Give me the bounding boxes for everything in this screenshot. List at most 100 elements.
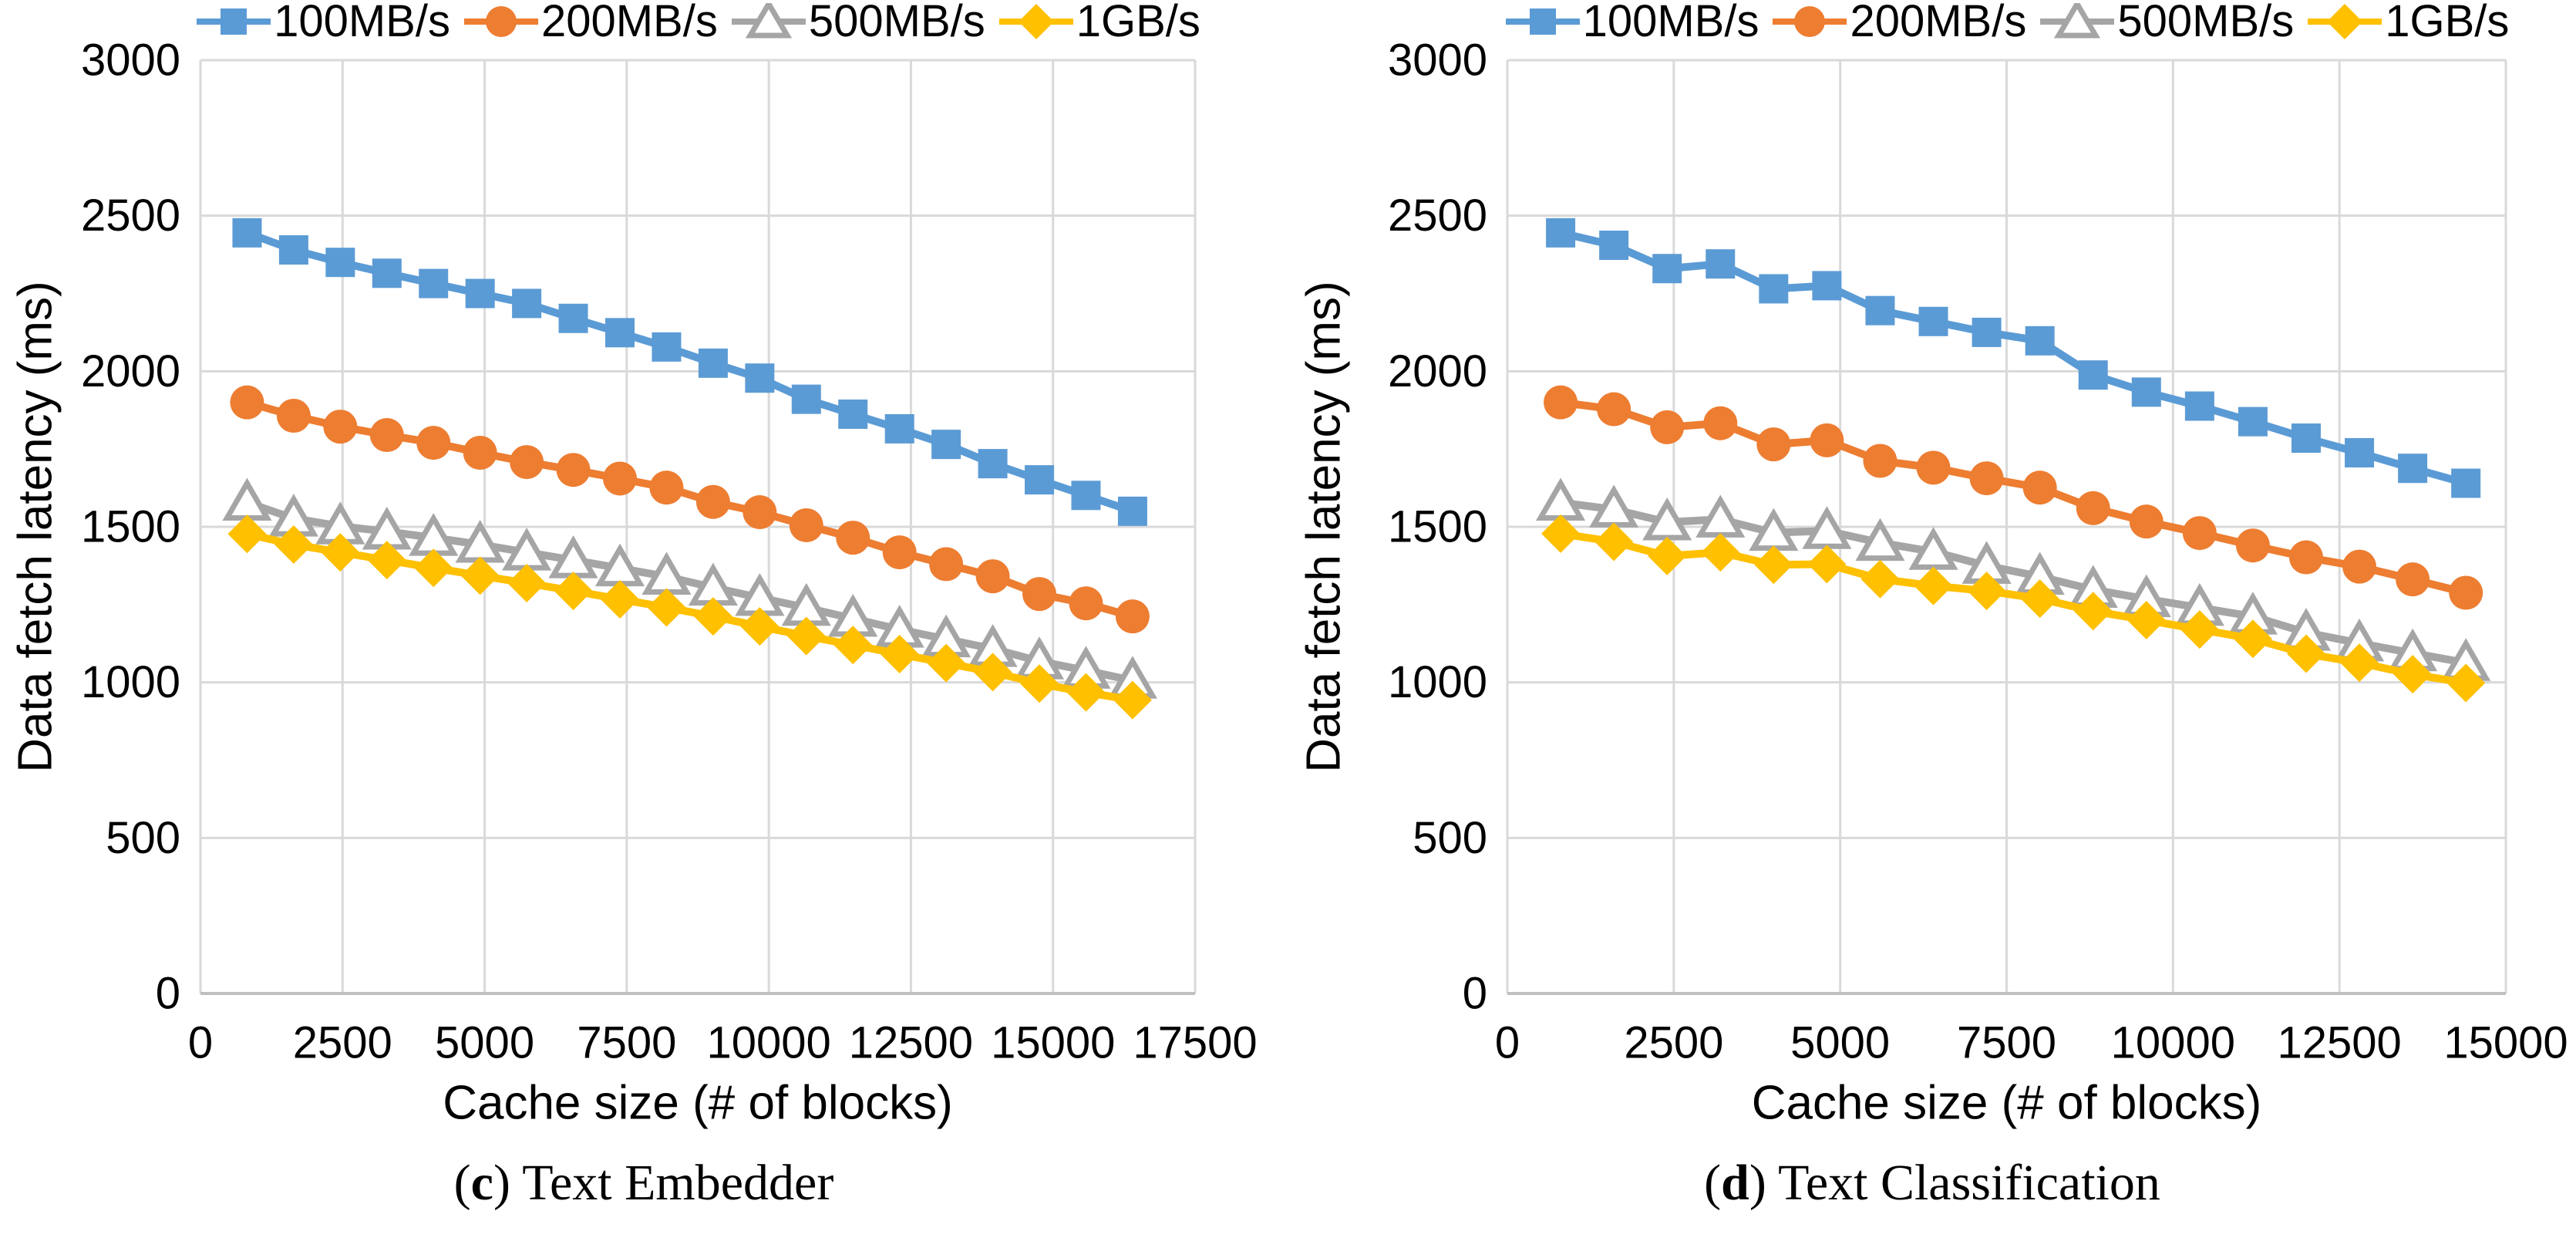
circle-marker-icon [836,521,870,555]
legend-label: 500MB/s [2117,0,2295,46]
y-tick-label: 0 [1463,969,1487,1019]
y-tick-label: 1500 [81,502,180,552]
legend-marker [2040,3,2115,39]
diamond-marker-icon [740,607,780,646]
diamond-marker-icon [601,579,640,619]
diamond-marker-icon [786,616,826,656]
legend-item-500mb-s: 500MB/s [2039,0,2295,46]
legend: 100MB/s 200MB/s 500MB/s 1GB/s [197,0,1200,46]
square-marker-icon [1918,306,1948,336]
square-marker-icon [1071,481,1101,511]
legend-label: 1GB/s [1076,0,1200,46]
circle-marker-icon [975,559,1010,594]
legend-label: 100MB/s [1582,0,1759,46]
series-100mb-s [232,218,1147,526]
series-1gb-s [1541,514,2486,703]
diamond-marker-icon [367,541,406,580]
x-tick-label: 10000 [706,1018,830,1068]
circle-marker-icon [1650,410,1685,444]
y-tick-label: 1500 [1388,502,1487,552]
diamond-marker-icon [2126,601,2166,639]
diamond-marker-icon [927,643,966,683]
circle-marker-icon [2342,549,2377,584]
x-tick-label: 15000 [991,1018,1115,1068]
circle-marker-icon [2076,491,2110,525]
diamond-marker-icon [414,548,453,588]
series-500mb-s [222,477,1157,699]
y-tick-label: 2500 [81,191,180,241]
plot-text-classification: 0 500 1000 1500 2000 2500 3000 0 2500 5000 7500 100… [1298,35,2568,1130]
diamond-marker-icon [1020,664,1059,703]
legend: 100MB/s 200MB/s 500MB/s 1GB/s [1505,0,2509,46]
square-marker-icon [2398,454,2428,484]
chart-caption: (c) Text Embedder [453,1155,834,1211]
square-marker-icon [221,8,247,35]
square-marker-icon [232,218,262,248]
x-tick-label: 15000 [2443,1018,2568,1068]
square-marker-icon [2131,377,2161,407]
y-tick-label: 3000 [81,35,180,86]
series-line [1560,529,2467,687]
x-tick-label: 0 [1495,1018,1520,1068]
caption-title: Text Classification [1778,1155,2160,1211]
legend-item-200mb-s: 200MB/s [463,0,718,46]
circle-marker-icon [1597,392,1631,427]
circle-marker-icon [2289,540,2323,575]
circle-marker-icon [603,461,638,496]
legend-item-500mb-s: 500MB/s [730,0,985,46]
diamond-marker-icon [1648,536,1687,575]
square-marker-icon [2291,423,2321,454]
diamond-marker-icon [1701,533,1740,572]
circle-marker-icon [2022,471,2057,505]
series-line [1560,398,2467,597]
legend-label: 200MB/s [1850,0,2027,46]
square-marker-icon [838,399,868,429]
legend-label: 500MB/s [808,0,985,46]
legend-marker [463,6,538,37]
circle-marker-icon [276,399,311,433]
circle-marker-icon [485,6,517,37]
chart-text-classification: 100MB/s 200MB/s 500MB/s 1GB/s 0 500 1000 1500 2… [1288,0,2576,1248]
diamond-marker-icon [1807,545,1847,584]
x-tick-label: 12500 [2278,1018,2402,1068]
circle-marker-icon [463,436,497,471]
circle-marker-icon [556,453,591,487]
square-marker-icon [1529,8,1556,35]
square-marker-icon [1652,254,1682,284]
square-marker-icon [931,430,961,460]
y-axis-title: Data fetch latency (ms) [1298,281,1351,772]
x-tick-label: 2500 [1624,1018,1723,1068]
circle-marker-icon [1916,450,1951,485]
series-line [1559,228,2467,487]
circle-marker-icon [882,535,917,570]
square-marker-icon [652,332,682,362]
legend-label: 200MB/s [540,0,718,46]
diamond-marker-icon [2020,579,2059,619]
diamond-marker-icon [1860,559,1900,599]
caption-letter: d [1721,1155,1749,1211]
circle-marker-icon [1756,427,1791,462]
circle-marker-icon [1115,599,1150,634]
y-tick-label: 1000 [1388,657,1487,707]
square-marker-icon [1706,249,1736,279]
square-marker-icon [1812,271,1842,301]
square-marker-icon [745,363,775,393]
legend-label: 100MB/s [274,0,450,46]
diamond-marker-icon [647,588,686,627]
diamond-marker-icon [1754,545,1793,585]
square-marker-icon [2025,325,2055,356]
diamond-marker-icon [693,597,732,636]
triangle-marker-icon [222,477,272,521]
square-marker-icon [2345,438,2375,468]
square-marker-icon [419,268,449,299]
x-tick-label: 5000 [435,1018,534,1068]
caption-letter: c [470,1155,493,1211]
diamond-marker-icon [2233,619,2272,659]
y-tick-label: 1000 [81,657,180,707]
diamond-marker-icon [880,634,919,673]
tick-labels: 0 500 1000 1500 2000 2500 3000 0 2500 5000 7500 100… [81,35,1258,1068]
square-marker-icon [1117,496,1147,526]
x-axis-title: Cache size (# of blocks) [1752,1077,2262,1130]
series-200mb-s [1544,385,2483,610]
series-200mb-s [230,385,1150,634]
